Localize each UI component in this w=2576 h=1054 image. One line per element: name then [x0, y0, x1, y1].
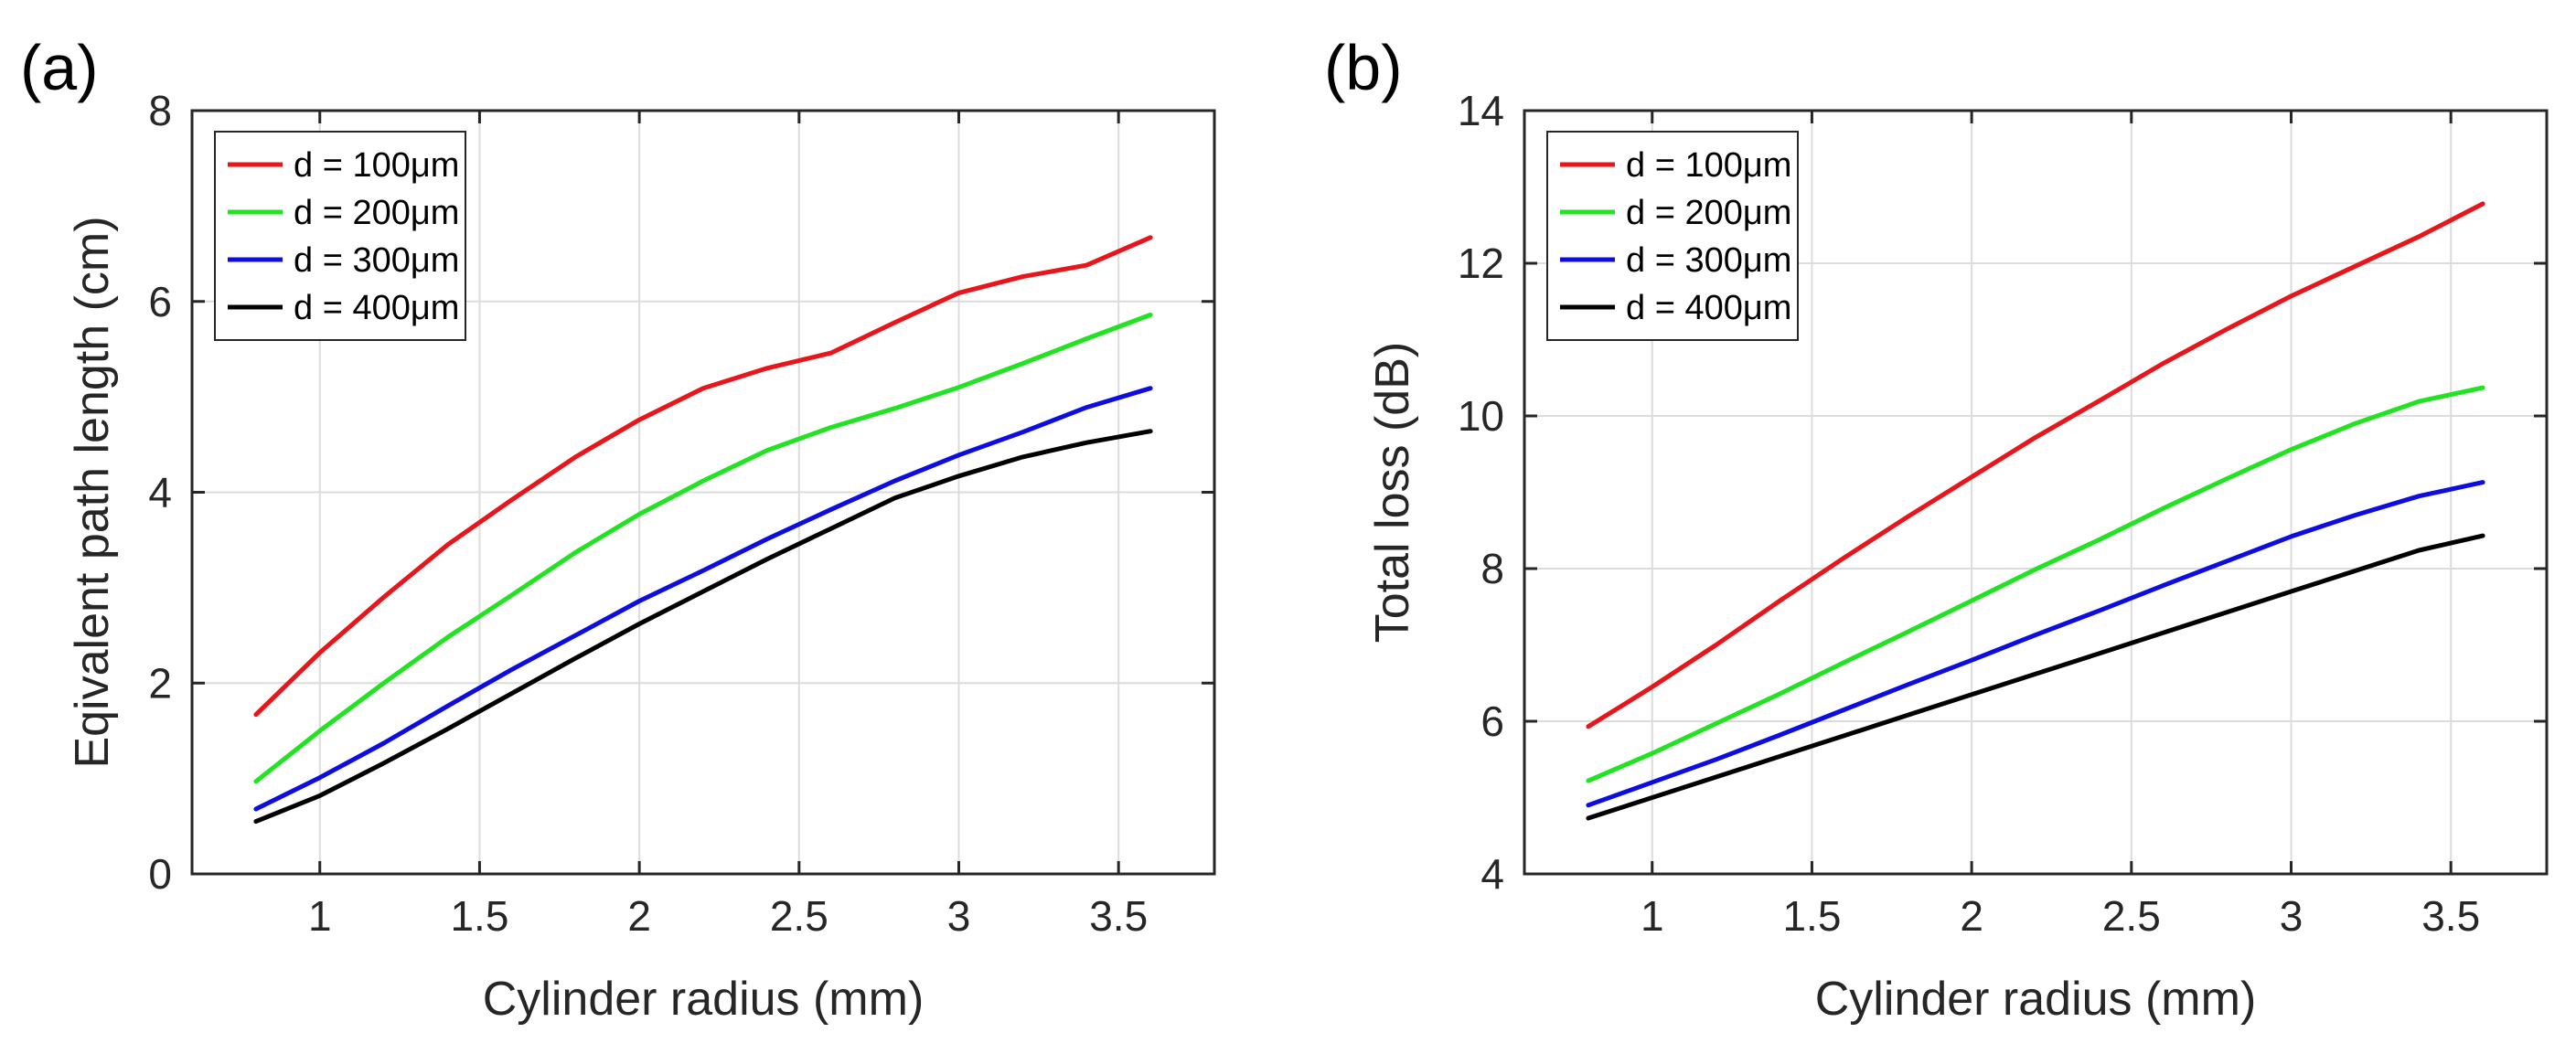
panel-label-a: (a) — [20, 32, 99, 103]
chart-b-axes-box — [1523, 109, 2549, 876]
chart-a-x-tick-label: 3 — [947, 892, 971, 940]
chart-a-legend-entry-2: d = 200μm — [294, 194, 459, 232]
chart-b-y-tick-label: 10 — [1458, 392, 1504, 440]
chart-a-x-tick-label: 3.5 — [1089, 892, 1148, 940]
chart-a-y-tick-label: 8 — [148, 87, 172, 134]
chart-b-x-tick-label: 3.5 — [2421, 892, 2480, 940]
chart-b-x-tick-label: 1 — [1641, 892, 1664, 940]
chart-b-series-line-1 — [1586, 201, 2485, 729]
chart-b-legend-entry-3: d = 300μm — [1626, 241, 1791, 280]
chart-b-y-tick-label: 8 — [1480, 545, 1504, 592]
chart-b-y-tick-label: 12 — [1458, 240, 1504, 287]
chart-a-x-tick-label: 1.5 — [450, 892, 508, 940]
chart-a-series-line-2 — [253, 312, 1153, 784]
chart-b-x-tick-label: 2 — [1960, 892, 1983, 940]
chart-a-x-tick-label: 1 — [308, 892, 332, 940]
chart-a-legend-entry-3: d = 300μm — [294, 241, 459, 280]
chart-b-series-line-4 — [1586, 533, 2485, 821]
chart-b-legend-entry-4: d = 400μm — [1626, 289, 1791, 327]
chart-b-legend-entry-2: d = 200μm — [1626, 194, 1791, 232]
chart-a-y-tick-label: 0 — [148, 850, 172, 898]
chart-b-series-line-2 — [1586, 385, 2485, 783]
chart-a-y-tick-label: 6 — [148, 278, 172, 325]
chart-b-x-tick-label: 3 — [2280, 892, 2303, 940]
chart-b-y-tick-label: 4 — [1480, 850, 1504, 898]
chart-a-legend-entry-1: d = 100μm — [294, 146, 459, 185]
chart-a-series-line-3 — [253, 386, 1153, 812]
chart-a-y-tick-label: 4 — [148, 469, 172, 516]
chart-a-series-line-1 — [253, 235, 1153, 718]
chart-b-legend-entry-1: d = 100μm — [1626, 146, 1791, 185]
chart-b-y-tick-label: 14 — [1458, 87, 1504, 134]
chart-b-y-axis-label: Total loss (dB) — [1366, 342, 1419, 643]
chart-b-y-tick-label: 6 — [1480, 697, 1504, 745]
chart-b-series-line-3 — [1586, 480, 2485, 808]
panel-label-b: (b) — [1324, 32, 1403, 103]
chart-a-y-axis-label: Eqivalent path length (cm) — [66, 216, 119, 768]
chart-a-x-tick-label: 2.5 — [770, 892, 828, 940]
chart-a-legend-entry-4: d = 400μm — [294, 289, 459, 327]
chart-b-x-tick-label: 2.5 — [2102, 892, 2161, 940]
chart-a-series-line-4 — [253, 429, 1153, 825]
chart-a-y-tick-label: 2 — [148, 659, 172, 707]
chart-b-x-tick-label: 1.5 — [1782, 892, 1841, 940]
panel-b: (b) 1 1.5 2 2.5 3 3.5 4 6 8 10 12 14 Cylinder radius… — [1324, 32, 2549, 1026]
panel-a: (a) 1 1.5 2 2.5 3 3.5 0 2 4 6 8 Cylinder radius (mm… — [20, 32, 1216, 1026]
chart-b-x-axis-label: Cylinder radius (mm) — [1815, 973, 2257, 1026]
chart-a-x-tick-label: 2 — [627, 892, 651, 940]
chart-a-x-axis-label: Cylinder radius (mm) — [483, 973, 925, 1026]
